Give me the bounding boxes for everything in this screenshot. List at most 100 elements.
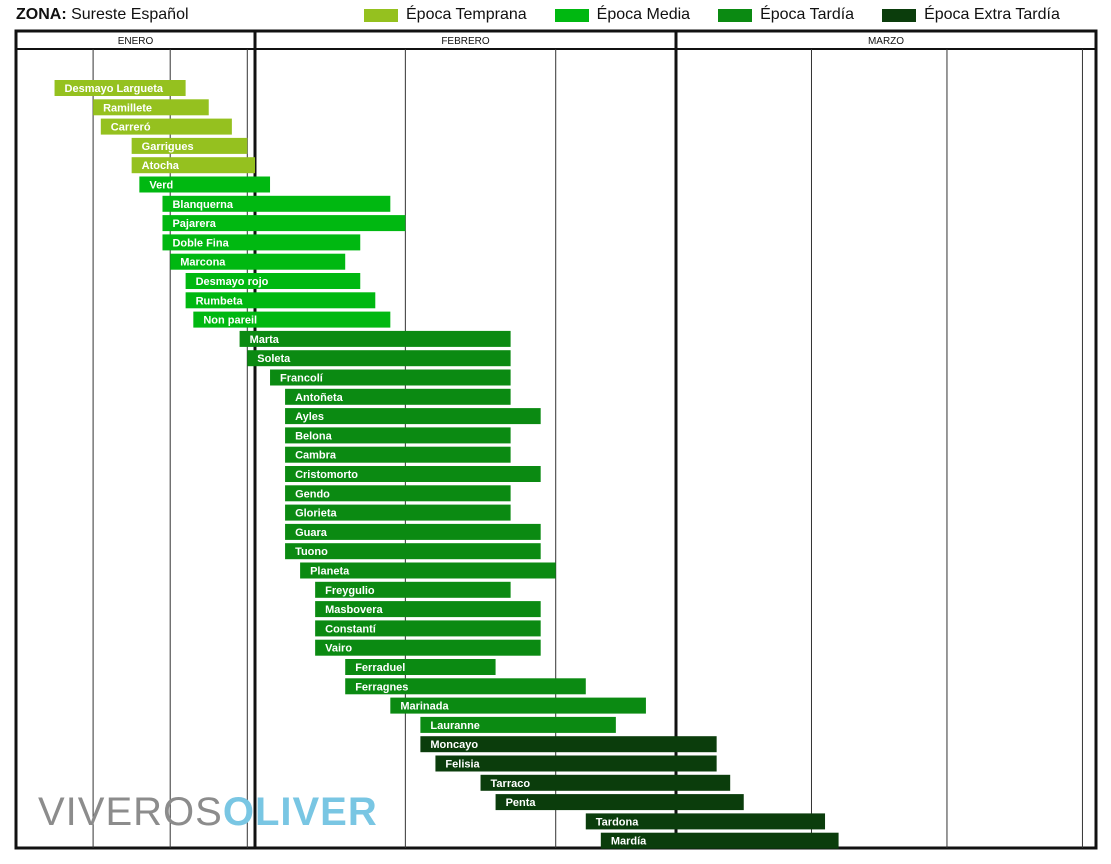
- bar-label: Ferragnes: [355, 681, 408, 693]
- month-label: ENERO: [118, 36, 154, 47]
- month-label: MARZO: [868, 36, 904, 47]
- bar-label: Moncayo: [430, 739, 478, 751]
- bar-label: Rumbeta: [196, 295, 244, 307]
- legend-label: Época Media: [596, 6, 691, 23]
- legend-label: Época Temprana: [406, 6, 527, 23]
- bar: [285, 408, 541, 425]
- bar: [285, 504, 511, 521]
- bar-label: Garrigues: [142, 141, 194, 153]
- bar: [480, 774, 731, 791]
- bar-label: Tarraco: [491, 778, 531, 790]
- bar-label: Guara: [295, 527, 328, 539]
- legend-swatch: [882, 8, 917, 22]
- brand-logo: VIVEROSOLIVER: [38, 790, 378, 835]
- bar-label: Tardona: [596, 816, 639, 828]
- bar-label: Marinada: [400, 701, 449, 713]
- bar-label: Masbovera: [325, 604, 383, 616]
- bar-label: Ramillete: [103, 102, 152, 114]
- bar: [162, 195, 391, 212]
- bar: [420, 736, 717, 753]
- bar: [270, 369, 511, 386]
- bar-label: Ferraduel: [355, 662, 405, 674]
- bar: [435, 755, 717, 772]
- legend-item: Época Temprana: [364, 6, 527, 24]
- bar-label: Doble Fina: [172, 237, 229, 249]
- bar: [315, 601, 541, 618]
- bar: [285, 523, 541, 540]
- bar: [285, 485, 511, 502]
- legend-label: Época Extra Tardía: [924, 6, 1060, 23]
- bar: [390, 697, 646, 714]
- legend-label: Época Tardía: [760, 6, 855, 23]
- bar-label: Soleta: [257, 353, 291, 365]
- bar-label: Blanquerna: [172, 199, 233, 211]
- legend-item: Época Tardía: [718, 6, 854, 24]
- bar-label: Desmayo Largueta: [65, 83, 164, 95]
- bar-label: Gendo: [295, 488, 330, 500]
- chart-legend: Época Temprana Época Media Época Tardía Épo…: [364, 6, 1088, 24]
- bar-label: Marta: [250, 334, 280, 346]
- bar: [100, 118, 232, 135]
- bar-label: Glorieta: [295, 508, 337, 520]
- bar-label: Freygulio: [325, 585, 375, 597]
- bar: [315, 620, 541, 637]
- legend-swatch: [554, 8, 589, 22]
- bar-label: Antoñeta: [295, 392, 344, 404]
- bar: [585, 813, 826, 830]
- bar-label: Felisia: [445, 759, 480, 771]
- bar: [93, 99, 209, 116]
- legend-swatch: [364, 8, 398, 22]
- bar: [420, 716, 616, 733]
- bar: [162, 215, 406, 232]
- bar: [285, 388, 511, 405]
- bar: [185, 273, 361, 289]
- zona-value: Sureste Español: [71, 6, 189, 23]
- bar: [131, 137, 248, 154]
- bar-label: Vairo: [325, 643, 352, 655]
- bar: [247, 350, 511, 367]
- bar: [139, 176, 271, 193]
- bar: [300, 562, 556, 579]
- bar-label: Constantí: [325, 623, 377, 635]
- zona-label: ZONA: Sureste Español: [16, 6, 189, 24]
- legend-item: Época Extra Tardía: [882, 6, 1060, 24]
- bar: [285, 427, 511, 444]
- bar: [315, 639, 541, 656]
- bar-label: Atocha: [142, 160, 180, 172]
- bar: [285, 466, 541, 482]
- brand-part-2: OLIVER: [222, 790, 378, 834]
- bar: [495, 794, 744, 811]
- bar-label: Planeta: [310, 566, 350, 578]
- bar-label: Penta: [506, 797, 537, 809]
- bar-label: Mardía: [611, 836, 647, 848]
- bar: [193, 311, 391, 328]
- bar: [185, 292, 376, 309]
- bar-label: Pajarera: [172, 218, 216, 230]
- bar-label: Belona: [295, 430, 333, 442]
- bar: [131, 157, 255, 174]
- legend-swatch: [718, 8, 753, 22]
- bar-label: Lauranne: [430, 720, 480, 732]
- bar-label: Carreró: [111, 122, 151, 134]
- bar: [239, 330, 511, 347]
- bar-label: Non pareil: [203, 315, 257, 327]
- bar-label: Cambra: [295, 450, 337, 462]
- bar-label: Marcona: [180, 257, 226, 269]
- bar-label: Verd: [149, 180, 173, 192]
- brand-part-1: VIVEROS: [38, 790, 223, 834]
- bar: [170, 253, 346, 270]
- bar: [345, 678, 586, 695]
- bar-label: Tuono: [295, 546, 328, 558]
- bar: [285, 543, 541, 560]
- zona-title: ZONA:: [16, 6, 67, 23]
- bar: [54, 80, 186, 96]
- month-label: FEBRERO: [441, 36, 490, 47]
- bar-label: Desmayo rojo: [196, 276, 269, 288]
- legend-item: Época Media: [554, 6, 691, 24]
- bar: [162, 234, 361, 251]
- bar-label: Francolí: [280, 373, 324, 385]
- bar: [345, 659, 496, 675]
- bar: [285, 446, 511, 463]
- bar-label: Ayles: [295, 411, 324, 423]
